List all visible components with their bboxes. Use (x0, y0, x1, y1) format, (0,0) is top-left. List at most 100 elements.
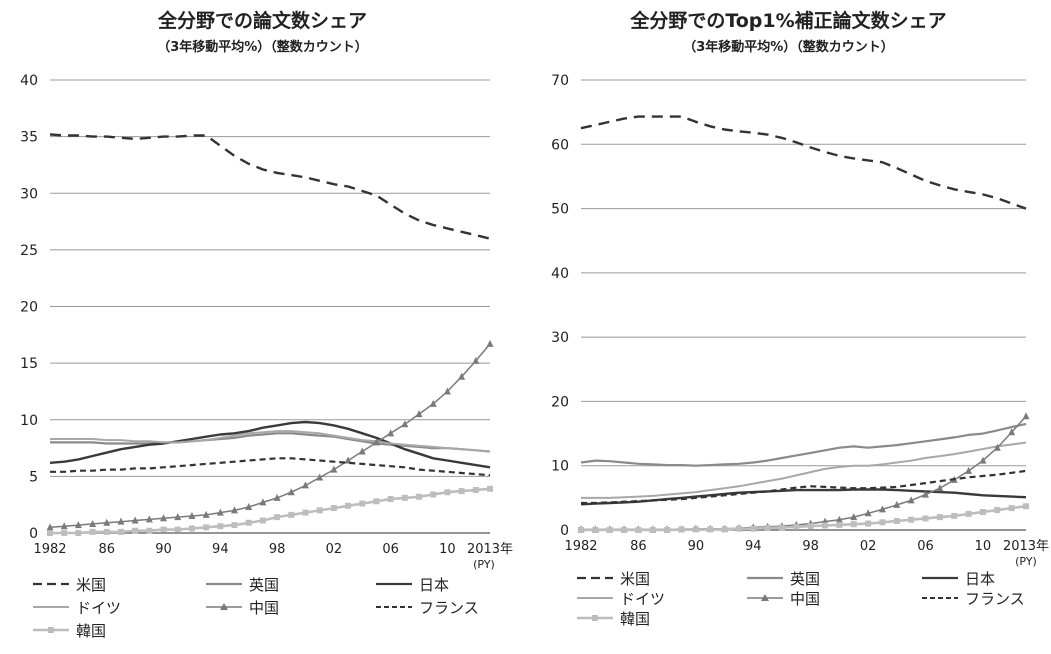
data-point-korea (951, 512, 958, 519)
data-point-korea (1023, 503, 1029, 510)
data-point-korea (664, 527, 671, 533)
legend-swatch-korea (577, 615, 613, 621)
data-point-korea (117, 528, 124, 535)
legend-swatch-usa (577, 576, 613, 580)
data-point-china (936, 484, 944, 492)
data-point-korea (302, 509, 309, 516)
data-point-korea (444, 489, 451, 496)
data-point-china (835, 515, 843, 523)
x-tick-label: 1982 (33, 542, 66, 557)
legend-swatch-korea (33, 627, 69, 633)
data-point-korea (487, 485, 493, 492)
series-line-korea (50, 487, 491, 535)
x-tick-label: 90 (688, 539, 705, 554)
x-tick-label: 2013年 (467, 542, 513, 557)
x-tick-label: 98 (802, 539, 819, 554)
series-line-germany (581, 441, 1027, 499)
data-point-korea (865, 520, 872, 527)
x-axis-unit: (PY) (1015, 555, 1037, 568)
legend-label-france: フランス (419, 598, 479, 617)
y-tick-label: 30 (551, 330, 569, 346)
data-point-korea (994, 507, 1001, 514)
data-point-korea (231, 522, 238, 529)
y-tick-label: 60 (551, 137, 569, 153)
data-point-korea (707, 526, 714, 533)
data-point-korea (330, 505, 337, 512)
legend-item-france: フランス (921, 588, 1025, 608)
left-chart-plot: 0 5 10 15 20 25 30 35 40 1982 86 90 94 98 02 06 10 2013年(… (20, 73, 513, 571)
data-point-korea (288, 511, 295, 518)
data-point-china (458, 372, 466, 380)
data-point-china (188, 512, 196, 520)
legend-item-uk: 英国 (205, 574, 279, 594)
series-line-france (581, 469, 1027, 505)
data-point-china (145, 515, 153, 523)
data-point-korea (217, 523, 224, 530)
data-point-china (922, 490, 930, 498)
x-tick-label: 1982 (564, 539, 597, 554)
data-point-china (103, 518, 111, 526)
data-point-korea (132, 527, 139, 534)
y-tick-label: 0 (560, 523, 569, 539)
legend-swatch-uk (206, 582, 242, 586)
x-tick-label: 02 (860, 539, 877, 554)
data-point-china (993, 443, 1001, 451)
data-point-china (174, 513, 182, 521)
legend-swatch-china (747, 594, 783, 601)
legend-label-germany: ドイツ (620, 589, 666, 608)
y-tick-label: 10 (551, 459, 569, 475)
x-tick-label: 94 (212, 542, 229, 557)
y-tick-label: 0 (29, 526, 38, 542)
legend-item-france: フランス (375, 597, 479, 617)
right-chart-panel: 全分野でのTop1%補正論文数シェア （3年移動平均%）（整数カウント） 0 10… (526, 0, 1051, 637)
data-point-china (46, 523, 54, 531)
legend-swatch-china (206, 603, 242, 610)
series-line-usa (49, 133, 491, 240)
data-point-china (245, 502, 253, 510)
data-point-korea (89, 528, 96, 535)
data-point-china (401, 420, 409, 428)
y-tick-label: 35 (20, 130, 38, 146)
y-tick-label: 30 (20, 186, 38, 202)
x-axis-unit: (PY) (473, 558, 495, 571)
x-tick-label: 94 (745, 539, 762, 554)
data-point-korea (979, 509, 986, 515)
y-tick-label: 40 (20, 73, 38, 89)
legend-swatch-usa (33, 582, 69, 586)
legend-swatch-germany (577, 597, 613, 599)
data-point-korea (807, 523, 814, 530)
data-point-korea (430, 491, 437, 498)
data-point-korea (174, 526, 181, 533)
data-point-china (486, 339, 494, 347)
x-tick-label: 90 (155, 542, 172, 557)
x-tick-label: 10 (439, 542, 456, 557)
data-point-china (231, 506, 239, 514)
data-point-china (202, 510, 210, 518)
legend-item-usa: 米国 (576, 568, 650, 588)
data-point-korea (188, 525, 195, 532)
data-point-korea (61, 530, 68, 536)
data-point-korea (316, 507, 323, 514)
data-point-korea (735, 525, 742, 532)
x-tick-label: 98 (269, 542, 286, 557)
data-point-korea (692, 526, 699, 533)
data-point-korea (401, 494, 408, 501)
data-point-china (160, 514, 168, 522)
legend-swatch-france (376, 606, 412, 608)
data-point-korea (764, 525, 771, 532)
data-point-china (443, 387, 451, 395)
data-point-china (89, 519, 97, 527)
data-point-korea (793, 523, 800, 530)
x-tick-label: 86 (99, 542, 116, 557)
legend-label-korea: 韓国 (76, 621, 107, 640)
data-point-china (850, 513, 858, 521)
chart-title: 全分野でのTop1%補正論文数シェア (630, 10, 947, 32)
series-line-uk (580, 422, 1027, 467)
chart-title: 全分野での論文数シェア (157, 10, 367, 32)
legend-swatch-japan (922, 576, 958, 580)
data-point-korea (908, 516, 915, 523)
y-tick-label: 50 (551, 202, 569, 218)
y-tick-label: 20 (20, 300, 38, 316)
data-point-korea (472, 486, 479, 493)
data-point-korea (721, 526, 728, 533)
